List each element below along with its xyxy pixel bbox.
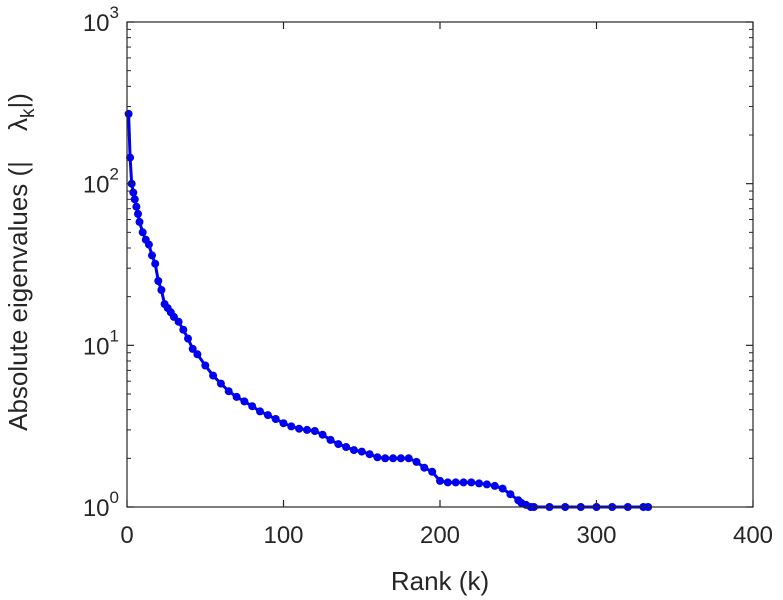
x-axis-label: Rank (k) <box>391 566 489 596</box>
y-tick-label: 101 <box>83 326 119 360</box>
data-point <box>357 447 366 456</box>
data-point <box>134 209 142 218</box>
data-point <box>209 371 218 380</box>
data-point <box>475 479 484 488</box>
data-point <box>132 202 141 211</box>
data-point <box>124 109 133 118</box>
data-point <box>490 481 499 490</box>
data-point <box>412 457 421 466</box>
data-point <box>248 402 257 411</box>
data-point <box>467 478 476 487</box>
x-tick-label: 400 <box>733 522 773 549</box>
data-point <box>373 453 382 462</box>
data-point <box>157 286 166 294</box>
data-point <box>224 387 233 396</box>
y-tick-label: 100 <box>83 488 119 522</box>
data-point <box>232 392 241 401</box>
data-point <box>129 188 138 197</box>
y-tick-label-exponent: 1 <box>110 326 119 345</box>
y-tick-label-exponent: 0 <box>110 488 119 507</box>
y-tick-label-base: 10 <box>83 172 110 199</box>
data-point <box>148 251 156 260</box>
y-tick-label: 102 <box>83 165 119 199</box>
data-point <box>184 334 192 343</box>
plot-area-background <box>127 22 753 507</box>
data-point <box>303 425 311 434</box>
data-point <box>130 195 139 204</box>
data-point <box>389 454 398 463</box>
data-point <box>138 228 147 237</box>
data-point <box>263 411 272 420</box>
data-point <box>318 430 327 439</box>
y-tick-label-exponent: 3 <box>110 3 119 22</box>
data-point <box>174 317 183 326</box>
data-point <box>295 424 304 433</box>
data-point <box>201 361 210 370</box>
data-point <box>396 454 405 463</box>
y-axis-label-subscript: k <box>18 108 39 118</box>
y-axis-label-prefix: Absolute eigenvalues (| <box>3 161 33 431</box>
data-point <box>256 407 264 416</box>
data-point <box>326 435 335 444</box>
data-point <box>154 277 163 285</box>
x-tick-label: 0 <box>120 522 133 549</box>
data-point <box>334 440 343 449</box>
data-point <box>381 454 390 463</box>
y-axis-label-symbol: λ <box>3 118 33 131</box>
data-point <box>436 476 444 485</box>
data-point <box>482 480 491 489</box>
data-point <box>428 467 437 476</box>
y-tick-label-base: 10 <box>83 495 110 522</box>
data-point <box>459 478 468 487</box>
data-point <box>271 415 280 423</box>
y-tick-label-base: 10 <box>83 333 110 360</box>
y-tick-label: 103 <box>83 3 119 37</box>
data-point <box>126 153 135 162</box>
data-point <box>193 350 202 359</box>
x-tick-label: 200 <box>420 522 460 549</box>
data-point <box>188 344 197 353</box>
y-axis-label: Absolute eigenvalues (| λk|) <box>3 93 39 431</box>
y-axis-label-suffix: |) <box>3 93 33 108</box>
data-point <box>287 422 296 431</box>
data-point <box>144 240 153 249</box>
data-point <box>420 463 429 472</box>
x-tick-label: 100 <box>263 522 303 549</box>
data-point <box>240 397 249 406</box>
data-point <box>310 427 319 435</box>
data-point <box>151 259 160 268</box>
data-point <box>451 478 460 487</box>
data-point <box>216 379 225 388</box>
data-point <box>342 443 351 451</box>
data-point <box>179 325 188 334</box>
data-point <box>404 454 413 463</box>
data-point <box>279 419 288 428</box>
data-point <box>443 478 452 487</box>
data-point <box>349 446 358 455</box>
x-tick-label: 300 <box>576 522 616 549</box>
y-tick-label-base: 10 <box>83 10 110 37</box>
data-point <box>365 450 374 459</box>
data-point <box>506 490 515 499</box>
y-tick-label-exponent: 2 <box>110 165 119 184</box>
data-point <box>135 217 144 226</box>
data-point <box>498 484 507 493</box>
